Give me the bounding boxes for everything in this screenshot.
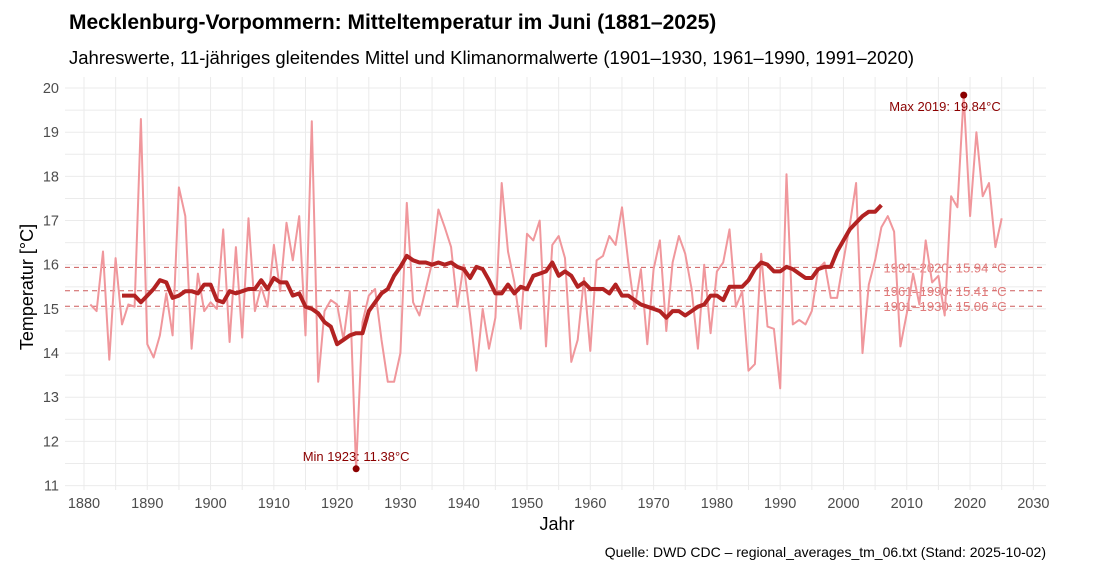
x-tick-label: 1920 bbox=[321, 496, 353, 512]
x-tick-label: 1990 bbox=[764, 496, 796, 512]
source-caption: Quelle: DWD CDC – regional_averages_tm_0… bbox=[604, 544, 1046, 560]
x-axis-ticks: 1880 1890 1900 1910 1920 1930 1940 1950 1960 1970… bbox=[68, 496, 1050, 512]
x-tick-label: 1930 bbox=[384, 496, 416, 512]
chart-title: Mecklenburg-Vorpommern: Mitteltemperatur… bbox=[69, 11, 717, 34]
max-point bbox=[960, 91, 968, 99]
y-tick-label: 15 bbox=[43, 302, 59, 318]
x-tick-label: 1880 bbox=[68, 496, 100, 512]
x-tick-label: 1970 bbox=[637, 496, 669, 512]
x-axis-title: Jahr bbox=[539, 514, 574, 534]
y-tick-label: 14 bbox=[43, 346, 59, 362]
x-tick-label: 2020 bbox=[954, 496, 986, 512]
y-tick-label: 18 bbox=[43, 169, 59, 185]
y-tick-label: 20 bbox=[43, 81, 59, 97]
chart-subtitle: Jahreswerte, 11-jähriges gleitendes Mitt… bbox=[69, 47, 915, 68]
x-tick-label: 1890 bbox=[131, 496, 163, 512]
y-tick-label: 17 bbox=[43, 214, 59, 230]
moving-average-line bbox=[122, 203, 883, 347]
x-tick-label: 1980 bbox=[701, 496, 733, 512]
y-tick-label: 19 bbox=[43, 125, 59, 141]
x-tick-label: 1900 bbox=[194, 496, 226, 512]
extreme-annotations: Max 2019: 19.84°C Min 1923: 11.38°C bbox=[303, 91, 1001, 473]
y-tick-label: 11 bbox=[44, 479, 59, 495]
max-label: Max 2019: 19.84°C bbox=[889, 99, 1000, 114]
x-tick-label: 2000 bbox=[827, 496, 859, 512]
x-tick-label: 1910 bbox=[258, 496, 290, 512]
y-axis-title: Temperatur [°C] bbox=[17, 224, 37, 350]
y-axis-ticks: 11 12 13 14 15 16 17 18 19 20 bbox=[43, 81, 59, 495]
y-tick-label: 12 bbox=[43, 434, 59, 450]
x-tick-label: 2030 bbox=[1017, 496, 1049, 512]
x-tick-label: 1950 bbox=[511, 496, 543, 512]
gridlines bbox=[65, 77, 1046, 490]
y-tick-label: 13 bbox=[43, 390, 59, 406]
x-tick-label: 1960 bbox=[574, 496, 606, 512]
data-series bbox=[89, 94, 1003, 470]
min-point bbox=[352, 465, 360, 473]
x-tick-label: 1940 bbox=[448, 496, 480, 512]
annual-values-line bbox=[89, 94, 1003, 470]
normal-label: 1991–2020: 15.94 °C bbox=[883, 260, 1006, 275]
x-tick-label: 2010 bbox=[891, 496, 923, 512]
y-tick-label: 16 bbox=[43, 258, 59, 274]
min-label: Min 1923: 11.38°C bbox=[303, 449, 410, 464]
